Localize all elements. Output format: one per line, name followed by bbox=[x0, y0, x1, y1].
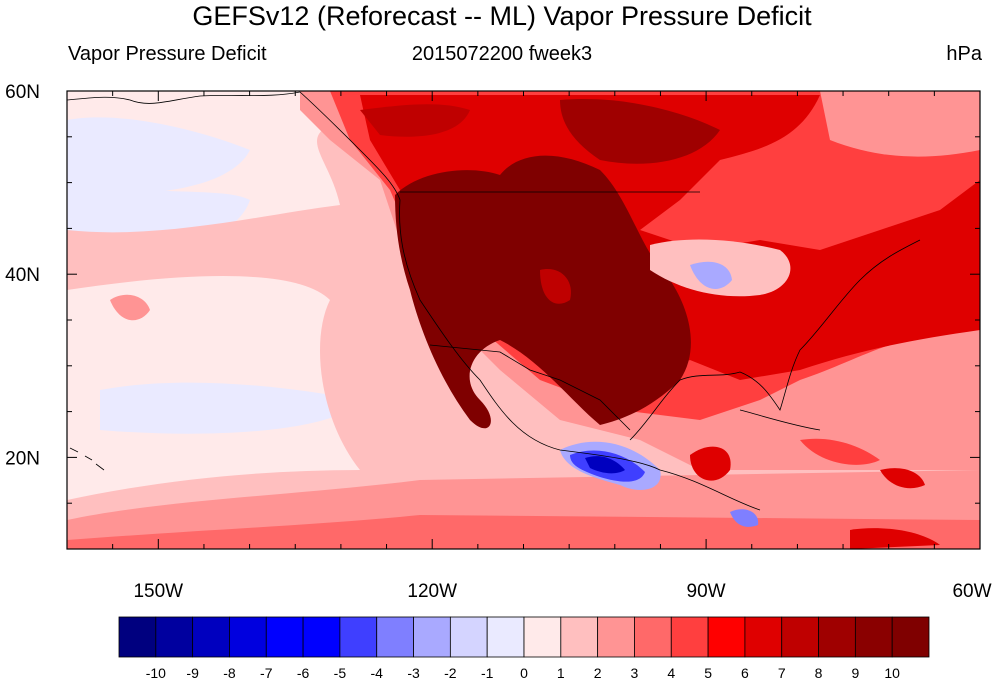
coast-hawaii bbox=[69, 447, 105, 471]
colorbar-label: -4 bbox=[371, 665, 384, 681]
colorbar-swatch bbox=[265, 616, 304, 658]
coast-gulf-east bbox=[629, 239, 921, 441]
field-caribbean-3 bbox=[880, 468, 925, 489]
colorbar-label: 1 bbox=[557, 665, 565, 681]
colorbar-swatch bbox=[449, 616, 488, 658]
colorbar-swatch bbox=[597, 616, 635, 658]
colorbar-swatch bbox=[818, 616, 856, 658]
colorbar: -10 -9 -8 -7 -6 -5 -4 -3 -2 -1 0 1 2 3 4 5 6 7 8 9 10 bbox=[118, 616, 930, 681]
colorbar-swatch bbox=[560, 616, 599, 658]
colorbar-swatch bbox=[302, 616, 341, 658]
colorbar-label: 10 bbox=[884, 665, 900, 681]
field-canada-west bbox=[360, 104, 470, 137]
lon-tick-label: 90W bbox=[687, 581, 726, 602]
colorbar-swatch bbox=[634, 616, 672, 658]
map-title: GEFSv12 (Reforecast -- ML) Vapor Pressur… bbox=[192, 1, 812, 31]
lon-tick-label: 120W bbox=[407, 581, 457, 602]
colorbar-label: 6 bbox=[741, 665, 749, 681]
axis-tick-labels: 150W 120W 90W 60W 20N 40N 60N bbox=[5, 82, 991, 602]
units-label: hPa bbox=[946, 43, 982, 65]
field-core-west bbox=[395, 155, 691, 429]
colorbar-swatch bbox=[229, 616, 267, 658]
field-patch-pacific bbox=[110, 294, 150, 321]
field-core-hole bbox=[540, 269, 571, 304]
colorbar-label: -7 bbox=[260, 665, 273, 681]
lat-tick-label: 40N bbox=[5, 265, 40, 286]
field-neg-pacific-south bbox=[100, 382, 360, 434]
colorbar-label: 4 bbox=[667, 665, 675, 681]
colorbar-swatch bbox=[854, 616, 893, 658]
axis-ticks bbox=[66, 90, 981, 550]
coast-west bbox=[299, 91, 761, 511]
field-hudson-light bbox=[820, 91, 980, 157]
lat-tick-label: 20N bbox=[5, 448, 40, 469]
colorbar-label: -6 bbox=[297, 665, 310, 681]
field-blue-central-america bbox=[730, 509, 759, 527]
coast-cuba bbox=[739, 409, 821, 431]
colorbar-swatch bbox=[707, 616, 746, 658]
colorbar-swatch bbox=[670, 616, 709, 658]
variable-label: Vapor Pressure Deficit bbox=[68, 43, 267, 65]
field-blue-core bbox=[585, 456, 625, 474]
colorbar-swatch bbox=[413, 616, 451, 658]
field-south-patch bbox=[850, 528, 940, 549]
coastlines bbox=[67, 91, 921, 511]
colorbar-label: -1 bbox=[481, 665, 494, 681]
colorbar-label: 2 bbox=[594, 665, 602, 681]
colorbar-label: 3 bbox=[631, 665, 639, 681]
colorbar-label: 9 bbox=[851, 665, 859, 681]
lat-tick-label: 60N bbox=[5, 82, 40, 103]
colorbar-swatch bbox=[339, 616, 378, 658]
colorbar-label: -5 bbox=[334, 665, 347, 681]
colorbar-swatch bbox=[155, 616, 194, 658]
colorbar-label: -9 bbox=[186, 665, 199, 681]
date-label: 2015072200 fweek3 bbox=[411, 43, 593, 65]
colorbar-label: -8 bbox=[223, 665, 236, 681]
colorbar-label: -2 bbox=[444, 665, 457, 681]
colorbar-label: -10 bbox=[146, 665, 166, 681]
field-neg-pacific-north bbox=[67, 117, 250, 194]
lon-tick-label: 150W bbox=[133, 581, 183, 602]
colorbar-swatch bbox=[192, 616, 230, 658]
colorbar-label: 0 bbox=[520, 665, 528, 681]
colorbar-swatch bbox=[523, 616, 562, 658]
colorbar-swatch bbox=[891, 616, 930, 658]
colorbar-swatch bbox=[781, 616, 819, 658]
coast-alaska bbox=[67, 91, 301, 104]
colorbar-label: -3 bbox=[407, 665, 420, 681]
lon-tick-label: 60W bbox=[952, 581, 991, 602]
vpd-field bbox=[67, 91, 980, 549]
colorbar-swatch bbox=[486, 616, 525, 658]
colorbar-label: 8 bbox=[815, 665, 823, 681]
field-caribbean-1 bbox=[690, 446, 731, 481]
colorbar-swatch bbox=[744, 616, 783, 658]
field-caribbean-2 bbox=[800, 438, 880, 465]
colorbar-swatch bbox=[118, 616, 157, 658]
colorbar-swatch bbox=[376, 616, 414, 658]
field-canada-central bbox=[560, 99, 720, 164]
colorbar-label: 7 bbox=[778, 665, 786, 681]
border-us-mexico bbox=[429, 344, 631, 431]
colorbar-label: 5 bbox=[704, 665, 712, 681]
field-midwest-blue bbox=[690, 261, 732, 289]
